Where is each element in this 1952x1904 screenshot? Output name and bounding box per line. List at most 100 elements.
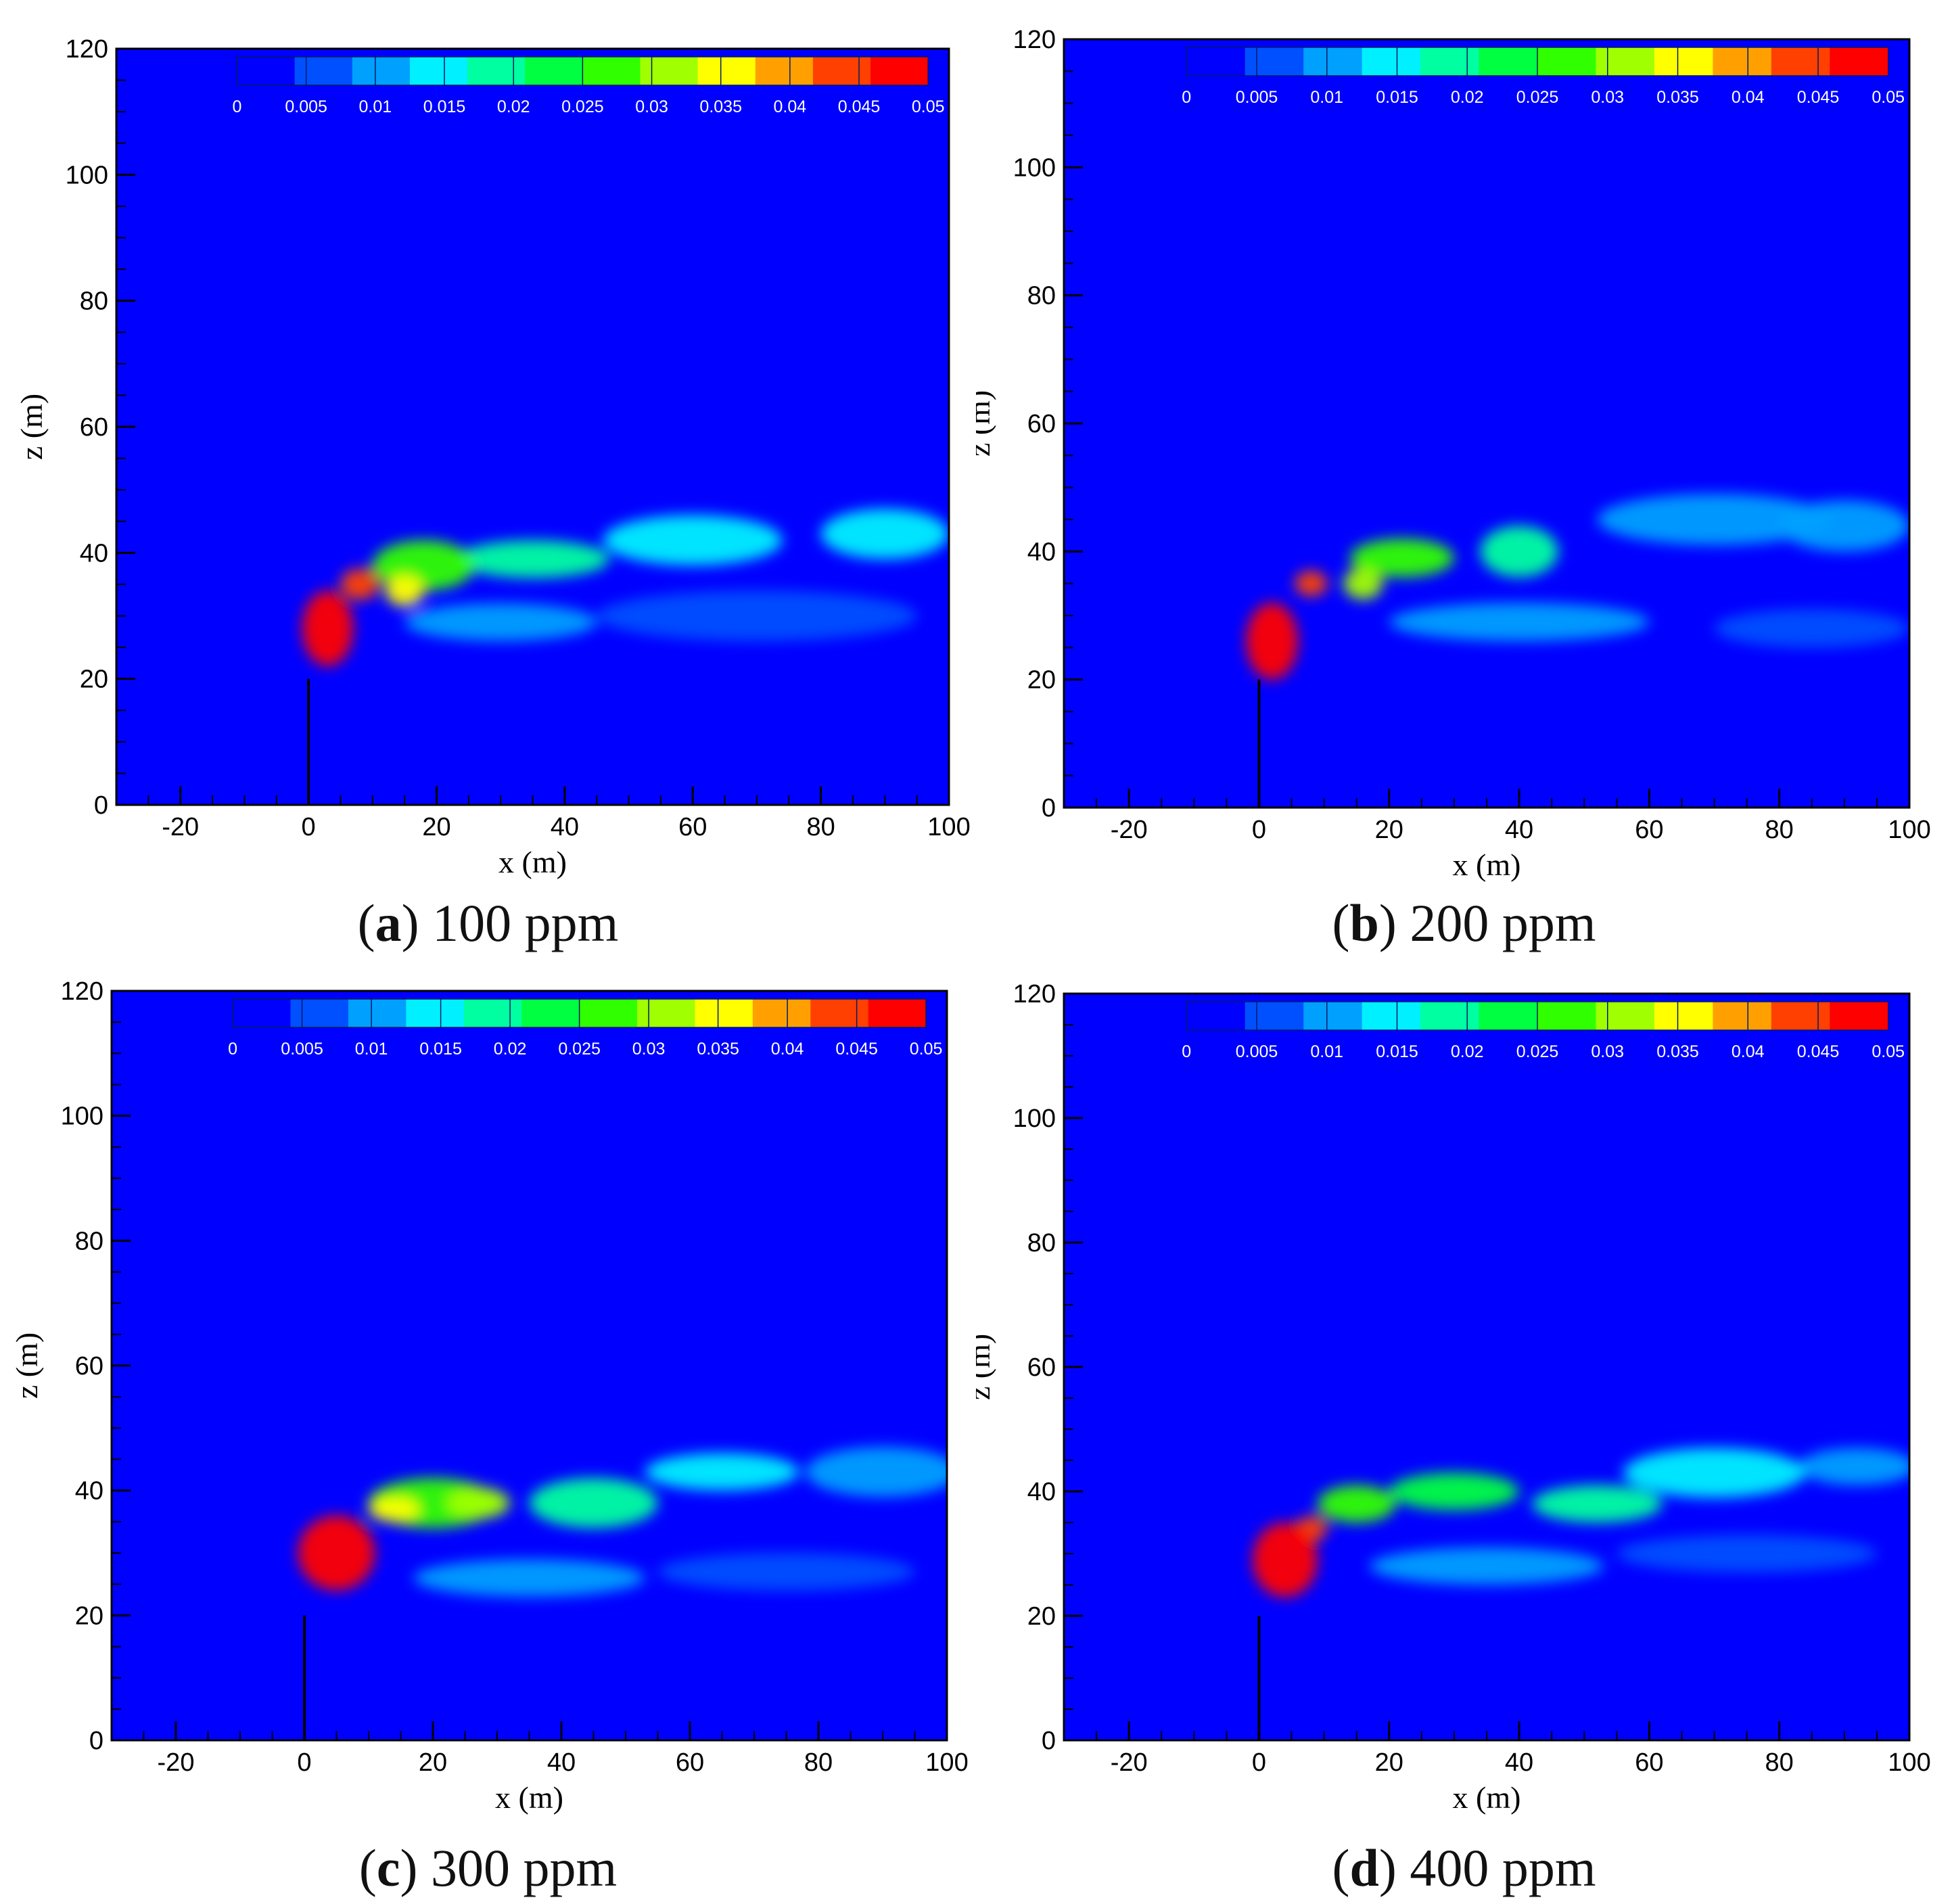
colorbar-seg-b-9 (1713, 47, 1772, 76)
y-tick-label-a-3: 60 (80, 413, 108, 442)
plume-blob-a-0 (597, 590, 917, 641)
plume-blob-d-0 (1617, 1535, 1877, 1573)
caption-b: (b) 200 ppm (1332, 893, 1596, 952)
colorbar-seg-d-0 (1186, 1002, 1246, 1030)
plume-blob-d-4 (1532, 1485, 1663, 1523)
plume-blob-c-3 (645, 1453, 799, 1491)
caption-c-label: 300 ppm (430, 1838, 618, 1897)
plume-blob-b-4 (1480, 526, 1558, 578)
x-tick-label-c-5: 80 (804, 1748, 833, 1777)
colorbar-label-b-7: 0.035 (1656, 88, 1699, 107)
caption-d-label: 400 ppm (1410, 1838, 1596, 1897)
chart-panel-b-svg: -20 0 20 40 60 80 100 0 20 40 60 80 100 120 x (m) z (m)… (976, 26, 1931, 882)
colorbar-label-a-5: 0.025 (561, 97, 604, 116)
y-tick-label-b-2: 40 (1027, 538, 1056, 566)
y-tick-label-c-1: 20 (75, 1602, 103, 1630)
y-tick-label-c-6: 120 (61, 977, 103, 1006)
colorbar-label-a-0: 0 (233, 97, 242, 116)
plume-blob-b-6 (1343, 567, 1383, 600)
chart-panel-d-svg: -20 0 20 40 60 80 100 0 20 40 60 80 100 120 x (m) z (m)… (976, 980, 1931, 1815)
caption-a-label: 100 ppm (432, 893, 619, 952)
plume-blob-b-5 (1350, 538, 1454, 578)
plume-blob-d-8 (1252, 1523, 1318, 1598)
colorbar-seg-a-1 (294, 57, 353, 85)
colorbar-seg-c-4 (463, 999, 522, 1027)
colorbar-seg-d-11 (1830, 1002, 1889, 1030)
colorbar-label-a-1: 0.005 (285, 97, 327, 116)
caption-b-label: 200 ppm (1410, 893, 1596, 952)
x-tick-label-d-3: 40 (1505, 1748, 1533, 1777)
colorbar-seg-d-6 (1537, 1002, 1596, 1030)
colorbar-label-c-5: 0.025 (558, 1040, 601, 1059)
colorbar-label-d-6: 0.03 (1591, 1042, 1624, 1061)
colorbar-label-c-0: 0 (228, 1040, 237, 1059)
colorbar-seg-b-6 (1537, 47, 1596, 76)
chart-panel-c-svg: -20 0 20 40 60 80 100 0 20 40 60 80 100 120 x (m) z (m)… (9, 977, 969, 1815)
y-tick-label-d-5: 100 (1013, 1105, 1056, 1133)
colorbar-seg-c-11 (868, 999, 927, 1027)
y-tick-label-a-6: 120 (66, 35, 108, 64)
y-tick-label-b-5: 100 (1013, 154, 1056, 182)
colorbar-label-b-5: 0.025 (1516, 88, 1559, 107)
colorbar-seg-d-4 (1420, 1002, 1480, 1030)
plot-background-c (112, 991, 947, 1740)
colorbar-seg-d-5 (1479, 1002, 1538, 1030)
colorbar-label-d-3: 0.015 (1376, 1042, 1418, 1061)
plume-group-b (1246, 494, 1909, 680)
y-tick-label-a-2: 40 (80, 539, 108, 567)
plume-blob-c-4 (529, 1478, 658, 1529)
colorbar-label-c-1: 0.005 (281, 1040, 323, 1059)
caption-d-letter: d (1349, 1838, 1379, 1897)
y-tick-label-d-0: 0 (1042, 1727, 1056, 1755)
x-tick-label-c-2: 20 (419, 1748, 447, 1777)
x-tick-label-d-0: -20 (1111, 1748, 1148, 1777)
colorbar-seg-b-10 (1771, 47, 1830, 76)
caption-a: (a) 100 ppm (357, 893, 619, 952)
colorbar-seg-a-0 (237, 57, 296, 85)
x-tick-label-a-2: 20 (422, 813, 450, 841)
x-tick-label-d-5: 80 (1765, 1748, 1794, 1777)
plume-blob-b-0 (1714, 609, 1909, 648)
y-axis-title-d: z (m) (976, 1334, 996, 1400)
plume-blob-d-6 (1318, 1485, 1396, 1523)
x-tick-label-d-1: 0 (1252, 1748, 1266, 1777)
x-tick-label-a-0: -20 (162, 813, 199, 841)
colorbar-label-b-6: 0.03 (1591, 88, 1624, 107)
plot-background-d (1064, 994, 1909, 1740)
colorbar-label-c-3: 0.015 (419, 1040, 462, 1059)
plume-blob-d-3 (1623, 1447, 1806, 1498)
plume-group-a (302, 509, 949, 667)
x-axis-title-c: x (m) (495, 1780, 563, 1815)
x-tick-label-c-1: 0 (297, 1748, 311, 1777)
colorbar-label-d-9: 0.045 (1797, 1042, 1840, 1061)
panel-b: -20 0 20 40 60 80 100 0 20 40 60 80 100 120 x (m) z (m)… (976, 0, 1952, 952)
colorbar-label-d-4: 0.02 (1451, 1042, 1484, 1061)
colorbar-seg-c-1 (290, 999, 349, 1027)
colorbar-label-d-0: 0 (1182, 1042, 1191, 1061)
colorbar-label-b-10: 0.05 (1872, 88, 1905, 107)
colorbar-label-c-2: 0.01 (355, 1040, 388, 1059)
colorbar-seg-b-11 (1830, 47, 1889, 76)
x-axis-title-a: x (m) (498, 845, 567, 879)
plume-blob-d-2 (1798, 1447, 1909, 1485)
y-tick-label-a-1: 20 (80, 666, 108, 694)
y-tick-label-b-0: 0 (1042, 794, 1056, 822)
colorbar-label-a-2: 0.01 (359, 97, 392, 116)
y-tick-label-d-4: 80 (1027, 1229, 1056, 1257)
chart-panel-a-svg: -20 0 20 40 60 80 100 0 20 40 60 80 100 120 x (m) z (m)… (14, 35, 971, 879)
y-tick-label-d-3: 60 (1027, 1353, 1056, 1382)
y-axis-title-b: z (m) (976, 390, 996, 457)
colorbar-seg-d-1 (1245, 1002, 1304, 1030)
caption-c-letter: c (376, 1838, 400, 1897)
x-tick-label-b-5: 80 (1765, 816, 1794, 844)
colorbar-seg-a-7 (640, 57, 699, 85)
colorbar-seg-c-7 (637, 999, 695, 1027)
colorbar-label-a-8: 0.04 (774, 97, 807, 116)
colorbar-seg-b-1 (1245, 47, 1304, 76)
colorbar-seg-c-5 (521, 999, 580, 1027)
y-axis-title-c: z (m) (9, 1332, 44, 1399)
colorbar-seg-a-3 (409, 57, 468, 85)
x-tick-label-a-4: 60 (678, 813, 707, 841)
colorbar-seg-d-9 (1713, 1002, 1772, 1030)
colorbar-seg-a-10 (812, 57, 871, 85)
